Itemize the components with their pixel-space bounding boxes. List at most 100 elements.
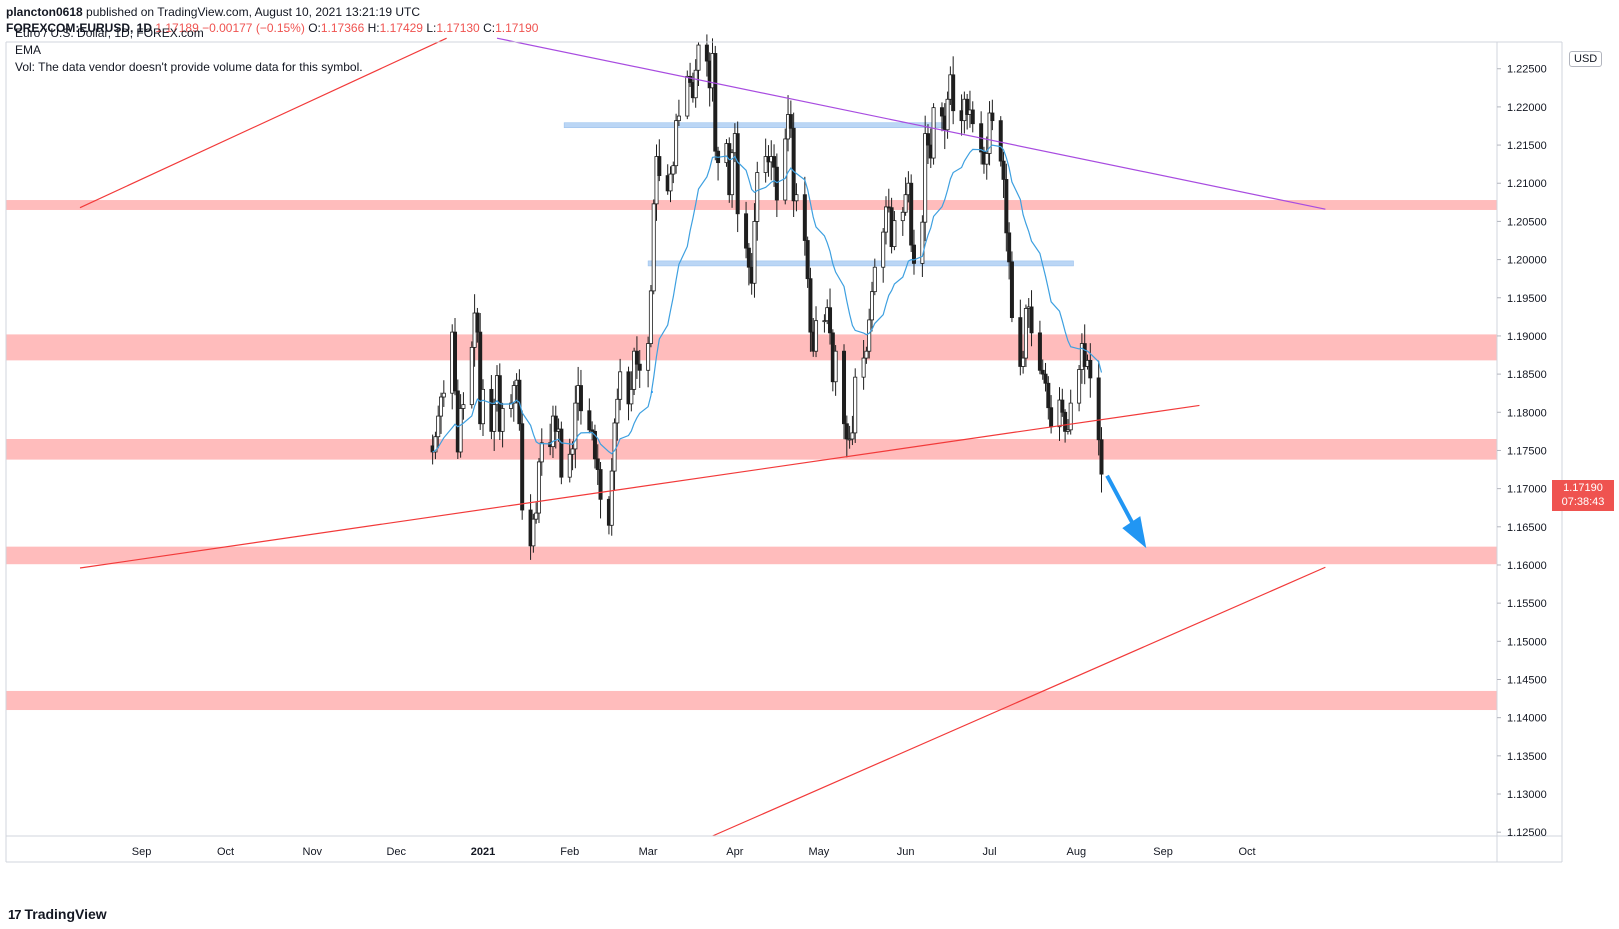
candle-body — [1057, 399, 1062, 428]
y-tick-label: 1.18000 — [1507, 407, 1547, 419]
candle-body — [903, 194, 908, 213]
author-name[interactable]: plancton0618 — [6, 5, 83, 19]
candle-body — [746, 247, 751, 268]
candle-body — [536, 461, 541, 514]
candle-body — [1007, 232, 1012, 263]
candle-body — [735, 133, 740, 215]
candle-body — [965, 98, 970, 115]
close-label: C: — [483, 21, 496, 35]
zones-layer — [6, 122, 1497, 711]
candle-body — [492, 404, 497, 432]
candle-body — [842, 350, 847, 425]
candle-body — [1029, 306, 1034, 334]
candle-body — [872, 266, 877, 293]
y-tick-label: 1.19500 — [1507, 293, 1547, 305]
candle-body — [1088, 359, 1093, 379]
candle-body — [713, 53, 718, 152]
legend-ema[interactable]: EMA — [15, 43, 42, 57]
candle-body — [1023, 308, 1028, 359]
candle-body — [864, 350, 869, 359]
last-price-tag: 1.17190 07:38:43 — [1552, 480, 1614, 511]
legend-title: Euro / U.S. Dollar, 1D, FOREX.com — [15, 26, 204, 40]
candle-body — [990, 112, 995, 122]
ema-line — [432, 144, 1103, 455]
candle-body — [511, 385, 516, 404]
candle-body — [595, 458, 600, 470]
candle-body — [881, 231, 886, 268]
y-tick-label: 1.13000 — [1507, 789, 1547, 801]
candle-body — [478, 331, 483, 425]
x-tick-label: May — [808, 846, 829, 858]
forecast-arrow — [1105, 474, 1139, 532]
trendline — [496, 37, 1326, 210]
candle-body — [609, 470, 614, 526]
candle-body — [867, 319, 872, 352]
candle-body — [1082, 343, 1087, 367]
low-value: 1.17130 — [436, 21, 480, 35]
candle-body — [646, 343, 651, 371]
y-tick-label: 1.19000 — [1507, 331, 1547, 343]
currency-badge[interactable]: USD — [1569, 51, 1603, 67]
candle-body — [730, 152, 735, 196]
candle-body — [931, 107, 936, 159]
candle-body — [696, 44, 701, 71]
candle-body — [612, 422, 617, 472]
candle-body — [637, 363, 642, 371]
candle-body — [774, 166, 779, 201]
frame-layer — [5, 41, 1563, 863]
candle-body — [469, 346, 474, 406]
candle-body — [618, 371, 623, 400]
candle-body — [850, 432, 855, 440]
forecast-arrow-head — [1122, 516, 1147, 549]
publish-header: plancton0618 published on TradingView.co… — [6, 4, 538, 36]
tradingview-logo[interactable]: 17 TradingView — [8, 906, 107, 922]
candle-body — [828, 307, 833, 334]
candle-body — [1004, 179, 1009, 234]
candle-body — [1096, 377, 1101, 441]
y-tick-label: 1.17000 — [1507, 484, 1547, 496]
candle-body — [520, 423, 525, 511]
candle-body — [1001, 160, 1006, 180]
high-value: 1.17429 — [379, 21, 423, 35]
candle-body — [1068, 402, 1073, 431]
candle-body — [802, 194, 807, 241]
candle-body — [808, 278, 813, 333]
candle-body — [570, 448, 575, 455]
candle-body — [629, 388, 634, 405]
candle-body — [755, 172, 760, 222]
candle-body — [925, 133, 930, 146]
candle-body — [634, 350, 639, 365]
candle-body — [791, 127, 796, 202]
symbol-label: FOREXCOM:EURUSD, 1D — [6, 21, 153, 35]
x-tick-label: Mar — [639, 846, 658, 858]
candle-body — [1065, 429, 1070, 432]
y-tick-label: 1.15500 — [1507, 598, 1547, 610]
y-tick-label: 1.15000 — [1507, 636, 1547, 648]
axis-layer: 1.22500 1.22000 1.21500 1.21000 1.20500 1.200… — [132, 64, 1547, 858]
candle-body — [1040, 369, 1045, 375]
candle-body — [632, 350, 637, 390]
candle-body — [892, 220, 897, 248]
candle-body — [900, 211, 905, 222]
candle-body — [788, 114, 793, 129]
y-tick-label: 1.21500 — [1507, 140, 1547, 152]
bar-countdown: 07:38:43 — [1561, 496, 1605, 508]
candle-body — [534, 512, 539, 520]
tradingview-logo-icon: 17 — [8, 906, 22, 922]
low-label: L: — [426, 21, 437, 35]
candle-body — [453, 331, 458, 392]
candle-body — [853, 376, 858, 434]
candle-body — [752, 221, 757, 284]
candle-body — [651, 203, 656, 292]
candle-body — [1021, 357, 1026, 367]
candle-body — [772, 156, 777, 168]
candle-body — [987, 112, 992, 154]
candle-body — [433, 436, 438, 453]
candle-body — [763, 156, 768, 173]
x-tick-label: Feb — [560, 846, 579, 858]
candle-body — [844, 423, 849, 440]
candle-body — [951, 74, 956, 112]
candle-body — [744, 213, 749, 249]
candle-body — [559, 428, 564, 478]
